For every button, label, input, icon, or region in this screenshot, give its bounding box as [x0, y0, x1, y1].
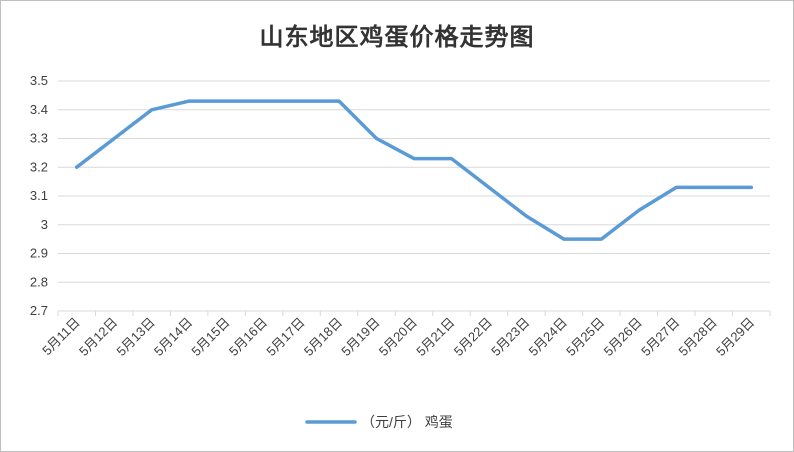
legend-label: （元/斤） 鸡蛋 — [361, 414, 453, 430]
x-tick-label: 5月16日 — [226, 315, 270, 359]
x-tick-label: 5月20日 — [376, 315, 420, 359]
x-tick-label: 5月19日 — [338, 315, 382, 359]
x-tick-label: 5月26日 — [601, 315, 645, 359]
y-tick-label: 3.3 — [30, 131, 48, 146]
x-tick-label: 5月29日 — [713, 315, 757, 359]
chart-title: 山东地区鸡蛋价格走势图 — [259, 22, 535, 51]
x-tick-label: 5月25日 — [563, 315, 607, 359]
x-tick-label: 5月13日 — [113, 315, 157, 359]
x-tick-label: 5月11日 — [39, 315, 83, 359]
series-line — [74, 99, 754, 241]
y-tick-label: 3.2 — [30, 159, 48, 174]
y-tick-label: 3.5 — [30, 73, 48, 88]
x-tick-label: 5月28日 — [676, 315, 720, 359]
y-tick-label: 2.8 — [30, 274, 48, 289]
y-tick-label: 3.1 — [30, 188, 48, 203]
x-tick-label: 5月22日 — [451, 315, 495, 359]
y-tick-label: 2.7 — [30, 303, 48, 318]
y-tick-label: 3.4 — [30, 102, 48, 117]
x-tick-label: 5月14日 — [151, 315, 195, 359]
y-tick-label: 3 — [41, 217, 48, 232]
x-tick-label: 5月17日 — [263, 315, 307, 359]
x-tick-label: 5月24日 — [526, 315, 570, 359]
x-tick-label: 5月12日 — [76, 315, 120, 359]
y-tick-label: 2.9 — [30, 246, 48, 261]
x-tick-label: 5月27日 — [638, 315, 682, 359]
x-tick-label: 5月21日 — [413, 315, 457, 359]
x-tick-label: 5月15日 — [188, 315, 232, 359]
x-tick-label: 5月18日 — [301, 315, 345, 359]
x-tick-label: 5月23日 — [488, 315, 532, 359]
